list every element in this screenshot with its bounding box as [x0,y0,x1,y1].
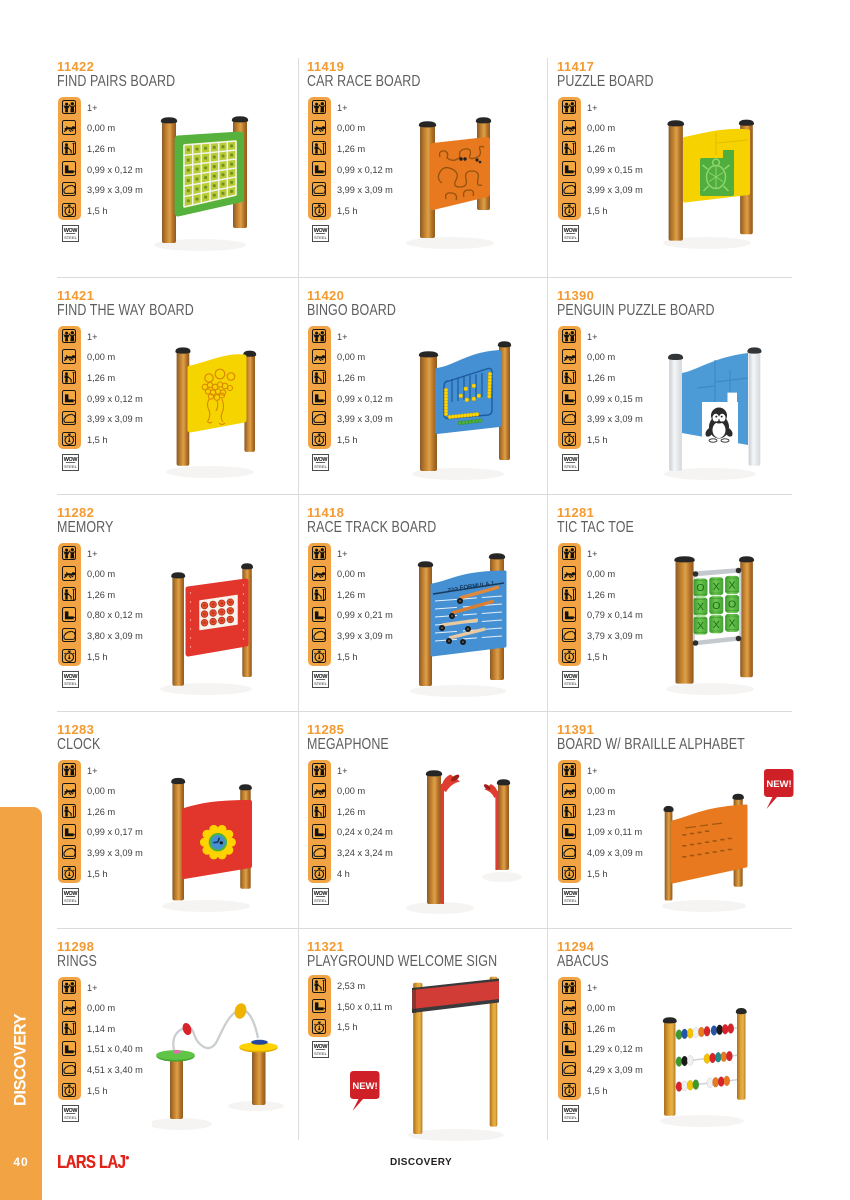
svg-text:STEEL: STEEL [314,463,328,468]
svg-text:WOW: WOW [63,1108,77,1114]
svg-text:STEEL: STEEL [314,234,328,239]
svg-text:X: X [713,619,720,631]
svg-text:WOW: WOW [563,1108,577,1114]
svg-text:X: X [713,581,720,593]
svg-text:STEEL: STEEL [564,234,578,239]
svg-text:WOW: WOW [63,891,77,897]
svg-text:STEEL: STEEL [564,897,578,902]
svg-text:STEEL: STEEL [564,1114,578,1119]
svg-text:X: X [729,580,736,592]
svg-text:O: O [728,599,736,611]
svg-text:STEEL: STEEL [64,680,78,685]
svg-text:WOW: WOW [563,891,577,897]
svg-text:STEEL: STEEL [564,463,578,468]
svg-text:STEEL: STEEL [314,1051,328,1056]
svg-text:O: O [696,582,704,594]
svg-text:WOW: WOW [563,457,577,463]
svg-text:WOW: WOW [63,674,77,680]
svg-text:STEEL: STEEL [314,680,328,685]
svg-text:WOW: WOW [563,674,577,680]
svg-text:WOW: WOW [63,228,77,234]
svg-text:WOW: WOW [313,228,327,234]
svg-text:WOW: WOW [313,1044,327,1050]
svg-text:WOW: WOW [313,674,327,680]
svg-text:STEEL: STEEL [64,463,78,468]
svg-text:STEEL: STEEL [64,897,78,902]
svg-text:O: O [712,600,720,612]
svg-text:STEEL: STEEL [564,680,578,685]
svg-text:WOW: WOW [313,891,327,897]
svg-text:X: X [697,620,704,632]
svg-text:STEEL: STEEL [314,897,328,902]
svg-text:WOW: WOW [563,228,577,234]
svg-text:STEEL: STEEL [64,1114,78,1119]
svg-text:X: X [697,601,704,613]
svg-text:X: X [729,618,736,630]
svg-text:WOW: WOW [313,457,327,463]
svg-text:STEEL: STEEL [64,234,78,239]
svg-text:WOW: WOW [63,457,77,463]
